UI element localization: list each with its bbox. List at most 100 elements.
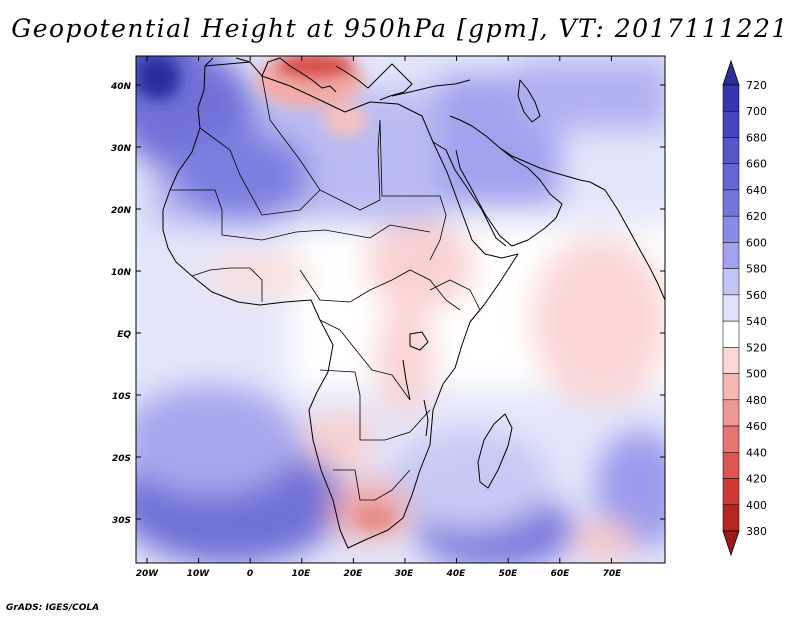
south-africa-low-core xyxy=(355,506,395,530)
turkey-coast xyxy=(391,79,471,97)
caspian-sea xyxy=(517,79,541,123)
lon-label: 50E xyxy=(499,569,519,579)
colorbar-label: 600 xyxy=(746,236,767,249)
libya-low xyxy=(323,104,367,136)
colorbar-swatch xyxy=(722,215,740,243)
colorbar-swatch xyxy=(722,478,740,506)
colorbar-label: 520 xyxy=(746,341,767,354)
lon-label: 10E xyxy=(292,569,312,579)
colorbar-swatch xyxy=(722,294,740,322)
lon-label: 30E xyxy=(395,569,415,579)
colorbar-label: 380 xyxy=(746,525,767,538)
colorbar-label: 420 xyxy=(746,473,767,486)
egypt-sudan-border xyxy=(379,119,447,261)
colorbar-swatch xyxy=(722,110,740,138)
colorbar-label: 500 xyxy=(746,368,767,381)
lat-label: 20N xyxy=(111,206,132,216)
colorbar-label: 660 xyxy=(746,158,767,171)
italy-low-core xyxy=(275,56,355,80)
colorbar-label: 720 xyxy=(746,79,767,92)
lake-victoria xyxy=(409,331,429,351)
colorbar-swatch xyxy=(722,504,740,532)
madagascar xyxy=(477,413,513,489)
indian-ocean-high-rim xyxy=(390,430,550,530)
colorbar-swatch xyxy=(722,84,740,112)
colorbar-bottom-arrow xyxy=(722,530,740,557)
colorbar-label: 400 xyxy=(746,499,767,512)
colorbar-label: 640 xyxy=(746,184,767,197)
africa-coastline xyxy=(162,61,519,549)
east-african-low xyxy=(365,220,475,310)
iberia-high xyxy=(136,56,180,100)
southern-africa-border xyxy=(333,469,411,501)
colorbar-swatch xyxy=(722,399,740,427)
colorbar-label: 460 xyxy=(746,420,767,433)
map-plot: 40N 30N 20N 10N EQ 10S 20S 30S 20W 10W 0… xyxy=(110,55,767,579)
arabian-sea-low xyxy=(530,235,665,405)
colorbar-swatch xyxy=(722,137,740,164)
colorbar-swatch xyxy=(722,452,740,479)
coastlines xyxy=(162,57,665,549)
height-field xyxy=(136,56,665,563)
far-southeast-high xyxy=(595,430,665,550)
colorbar-swatch xyxy=(722,425,740,453)
lat-label: 20S xyxy=(112,454,131,464)
colorbar-top-arrow xyxy=(722,59,740,86)
persian-gulf xyxy=(499,147,591,183)
west-africa-border xyxy=(191,267,263,302)
sahel-border xyxy=(170,189,431,241)
angola-low xyxy=(305,410,375,470)
angola-zambia-border xyxy=(319,369,431,441)
mideast-high xyxy=(520,60,665,130)
lon-label: 0 xyxy=(247,569,253,579)
congo-border xyxy=(319,319,411,401)
map-title: Geopotential Height at 950hPa [gpm], VT:… xyxy=(11,14,789,43)
colorbar-label: 580 xyxy=(746,263,767,276)
lon-label: 20W xyxy=(136,569,160,579)
west-african-low xyxy=(205,253,315,297)
colorbar-swatch xyxy=(722,373,740,401)
colorbar-swatch xyxy=(722,242,740,269)
lat-label: 30S xyxy=(112,516,131,526)
colorbar: 720 700 680 660 640 620 600 580 560 540 520 500 480 4… xyxy=(722,59,767,557)
map-frame xyxy=(135,55,666,564)
lake-malawi xyxy=(423,399,429,437)
lon-label: 70E xyxy=(603,569,623,579)
iberia-coast xyxy=(204,57,251,67)
central-africa-border xyxy=(299,269,461,311)
lat-label: 10S xyxy=(112,392,131,402)
red-sea xyxy=(432,141,507,247)
lon-axis: 20W 10W 0 10E 20E 30E 40E 50E 60E 70E xyxy=(136,569,622,579)
india-coast xyxy=(589,181,665,301)
arabia-coast xyxy=(449,115,563,247)
colorbar-swatch xyxy=(722,320,740,348)
lon-label: 20E xyxy=(344,569,364,579)
southeast-ocean-low xyxy=(575,520,635,560)
colorbar-swatch xyxy=(722,163,740,191)
colorbar-label: 540 xyxy=(746,315,767,328)
axis-ticks xyxy=(136,56,665,563)
colorbar-label: 700 xyxy=(746,105,767,118)
europe-coast xyxy=(261,57,413,101)
mali-mauritania-border xyxy=(199,127,321,216)
lake-tanganyika xyxy=(402,359,411,401)
lon-label: 60E xyxy=(551,569,571,579)
colorbar-label: 680 xyxy=(746,131,767,144)
country-borders xyxy=(170,75,481,501)
colorbar-label: 560 xyxy=(746,289,767,302)
grads-credit: GrADS: IGES/COLA xyxy=(6,603,100,613)
colorbar-label: 440 xyxy=(746,446,767,459)
lon-label: 40E xyxy=(446,569,467,579)
lat-label: 10N xyxy=(111,268,132,278)
colorbar-label: 480 xyxy=(746,394,767,407)
lat-label: 30N xyxy=(111,144,132,154)
south-atlantic-high-rim xyxy=(136,385,300,495)
lon-label: 10W xyxy=(187,569,211,579)
great-lakes-low xyxy=(375,305,435,415)
colorbar-swatch xyxy=(722,189,740,217)
algeria-libya-border xyxy=(261,75,381,211)
colorbar-label: 620 xyxy=(746,210,767,223)
lat-label: EQ xyxy=(117,330,131,340)
colorbar-swatch xyxy=(722,268,740,296)
east-africa-border xyxy=(429,279,481,323)
